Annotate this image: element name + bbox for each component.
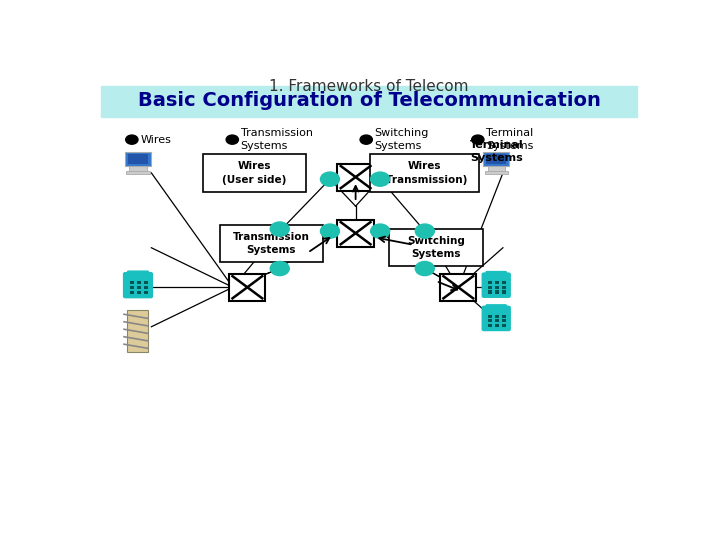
Bar	[502, 286, 506, 289]
Bar	[440, 274, 477, 301]
Bar	[487, 166, 505, 171]
Bar	[203, 154, 306, 192]
Bar	[125, 152, 151, 166]
Bar	[495, 315, 499, 318]
Bar	[144, 281, 148, 285]
Text: Basic Configuration of Telecommunication: Basic Configuration of Telecommunication	[138, 91, 600, 111]
Bar	[488, 315, 492, 318]
FancyBboxPatch shape	[127, 271, 148, 279]
Text: Wires
(Transmission): Wires (Transmission)	[382, 161, 468, 185]
FancyBboxPatch shape	[482, 306, 510, 330]
Bar	[338, 164, 374, 191]
Bar	[488, 319, 492, 322]
Text: Terminal
Systems: Terminal Systems	[486, 129, 534, 151]
Bar	[389, 229, 483, 266]
Bar	[488, 286, 492, 289]
Circle shape	[472, 135, 484, 144]
Bar	[495, 281, 499, 285]
Bar	[488, 291, 492, 294]
Text: Wires: Wires	[140, 134, 171, 145]
Bar	[127, 310, 148, 352]
Bar	[502, 281, 506, 285]
Circle shape	[226, 135, 238, 144]
Bar	[144, 286, 148, 289]
Bar	[495, 319, 499, 322]
Circle shape	[126, 135, 138, 144]
FancyBboxPatch shape	[486, 272, 506, 279]
Circle shape	[360, 135, 372, 144]
Bar	[229, 274, 266, 301]
Circle shape	[371, 172, 390, 186]
Circle shape	[320, 224, 339, 238]
Bar	[126, 171, 150, 173]
Bar	[144, 291, 148, 294]
Bar	[502, 291, 506, 294]
Text: Transmission
Systems: Transmission Systems	[240, 129, 312, 151]
Circle shape	[371, 224, 390, 238]
Circle shape	[270, 222, 289, 236]
Bar	[137, 291, 141, 294]
Circle shape	[320, 172, 339, 186]
Bar	[130, 291, 134, 294]
Circle shape	[415, 224, 434, 238]
Bar	[486, 154, 506, 164]
Bar	[370, 154, 480, 192]
Bar	[130, 286, 134, 289]
Bar	[502, 324, 506, 327]
FancyBboxPatch shape	[486, 305, 506, 313]
Bar	[485, 171, 508, 173]
Text: Transmission
Systems: Transmission Systems	[233, 232, 310, 255]
Text: Wires
(User side): Wires (User side)	[222, 161, 287, 185]
Bar	[128, 154, 148, 164]
Bar	[483, 152, 509, 166]
FancyBboxPatch shape	[101, 85, 637, 117]
Bar	[137, 286, 141, 289]
Text: Switching
Systems: Switching Systems	[407, 236, 465, 259]
Bar	[488, 281, 492, 285]
Text: Switching
Systems: Switching Systems	[374, 129, 429, 151]
FancyBboxPatch shape	[482, 273, 510, 298]
Bar	[137, 281, 141, 285]
Text: Terminal
Systems: Terminal Systems	[469, 140, 523, 163]
Bar	[495, 324, 499, 327]
FancyBboxPatch shape	[124, 273, 153, 298]
Circle shape	[270, 261, 289, 275]
Bar	[130, 281, 134, 285]
Bar	[495, 291, 499, 294]
Bar	[502, 315, 506, 318]
Circle shape	[415, 261, 434, 275]
Bar	[495, 286, 499, 289]
Text: 1. Frameworks of Telecom: 1. Frameworks of Telecom	[269, 79, 469, 94]
Bar	[488, 324, 492, 327]
Bar	[502, 319, 506, 322]
Bar	[130, 166, 147, 171]
Bar	[220, 225, 323, 262]
Bar	[338, 220, 374, 247]
